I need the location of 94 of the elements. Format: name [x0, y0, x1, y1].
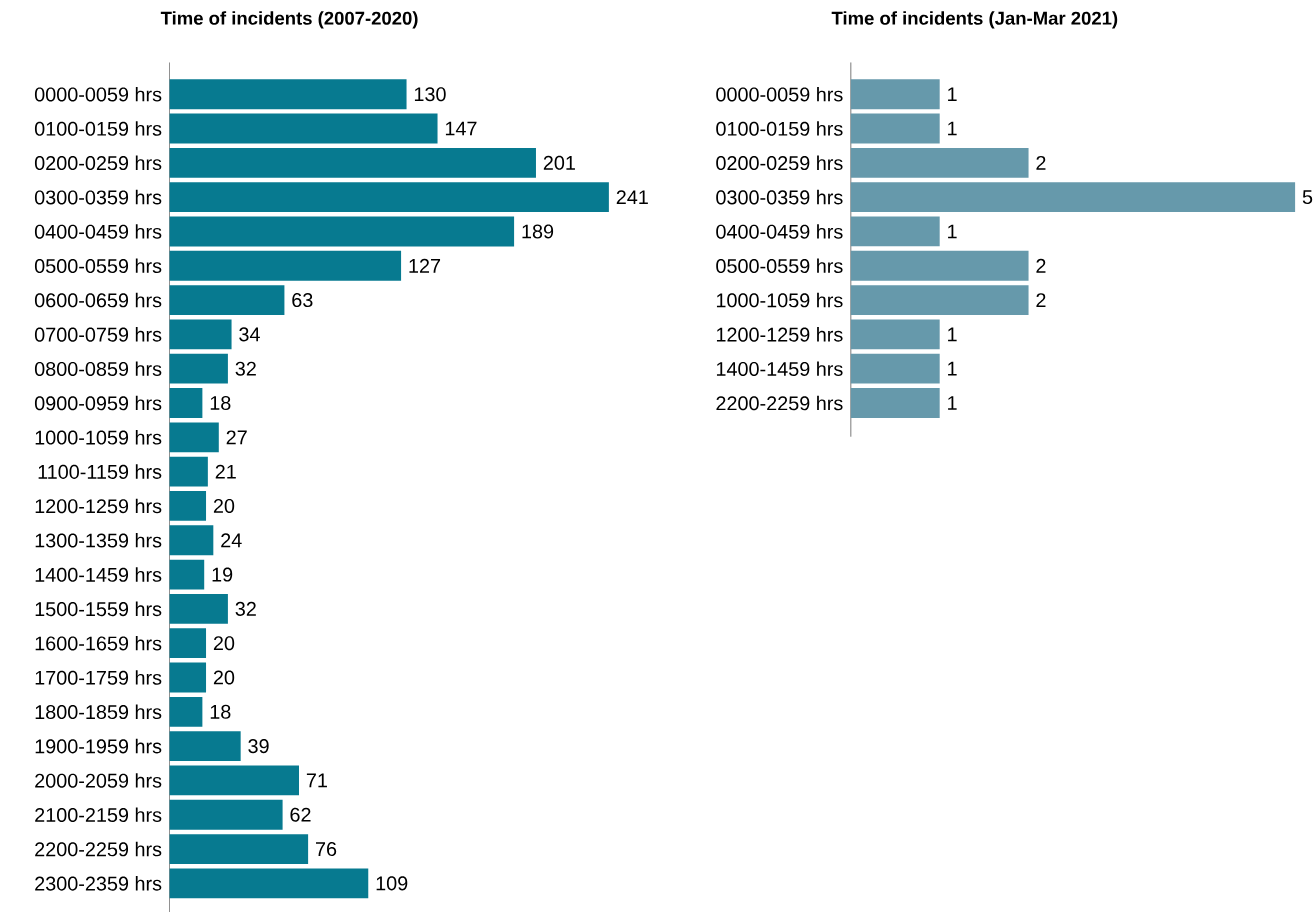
y-tick-label: 2000-2059 hrs: [35, 772, 162, 788]
bar: [169, 799, 283, 830]
y-tick-label: 0100-0159 hrs: [716, 121, 843, 136]
y-tick-label: 1500-1559 hrs: [35, 601, 162, 616]
bar: [169, 147, 536, 178]
data-label: 109: [376, 876, 408, 891]
y-tick-label: 2200-2259 hrs: [35, 841, 162, 857]
data-label: 241: [616, 190, 648, 204]
bar: [169, 456, 208, 487]
bar: [169, 868, 369, 899]
y-tick-label: 0900-0959 hrs: [34, 395, 162, 411]
data-label: 5: [1302, 190, 1313, 204]
y-tick-label: 1900-1959 hrs: [35, 738, 162, 754]
bar: [169, 662, 207, 693]
data-label: 24: [221, 533, 242, 547]
bar: [169, 284, 285, 315]
bar: [169, 525, 214, 555]
y-tick-label: 1200-1259 hrs: [35, 498, 162, 514]
bar: [169, 422, 219, 453]
y-tick-label: 0300-0359 hrs: [34, 189, 162, 205]
y-tick-label: 0500-0559 hrs: [34, 258, 162, 273]
y-tick-label: 1300-1359 hrs: [35, 532, 162, 548]
data-label: 201: [543, 155, 575, 170]
y-tick-label: 0200-0259 hrs: [716, 155, 843, 170]
bar: [169, 353, 228, 384]
bar: [169, 182, 609, 212]
bar: [169, 250, 402, 281]
data-label: 20: [213, 670, 235, 685]
bar: [169, 79, 407, 109]
data-label: 34: [239, 327, 260, 342]
y-tick-label: 0400-0459 hrs: [716, 223, 843, 239]
y-tick-label: 0300-0359 hrs: [716, 189, 843, 205]
y-tick-label: 0200-0259 hrs: [34, 155, 162, 170]
data-label: 20: [213, 635, 235, 651]
data-label: 1: [948, 327, 957, 342]
y-tick-label: 2100-2159 hrs: [35, 807, 162, 822]
bar: [169, 628, 207, 658]
data-label: 18: [210, 704, 231, 719]
data-label: 130: [414, 86, 446, 102]
data-label: 1: [948, 396, 957, 410]
y-tick-label: 1700-1759 hrs: [35, 670, 162, 685]
y-tick-label: 2300-2359 hrs: [35, 875, 162, 891]
data-label: 62: [290, 807, 311, 822]
data-label: 189: [522, 224, 554, 239]
y-tick-label: 1100-1159 hrs: [38, 464, 162, 479]
data-label: 2: [1036, 292, 1046, 307]
data-label: 1: [948, 121, 957, 136]
y-tick-label: 1400-1459 hrs: [35, 567, 162, 582]
data-label: 76: [316, 841, 337, 856]
data-label: 20: [213, 498, 235, 513]
bar: [169, 593, 228, 624]
chart-title: Time of incidents (Jan-Mar 2021): [831, 11, 1118, 29]
data-label: 2: [1036, 155, 1046, 170]
bar: [169, 113, 438, 144]
bar: [169, 216, 515, 247]
bar: [169, 387, 203, 418]
chart-title: Time of incidents (2007-2020): [160, 11, 418, 29]
data-label: 18: [210, 395, 231, 410]
data-label: 32: [235, 601, 256, 616]
data-label: 21: [215, 464, 236, 479]
y-tick-label: 1400-1459 hrs: [716, 361, 843, 376]
y-tick-label: 1000-1059 hrs: [716, 292, 843, 308]
y-tick-label: 0500-0559 hrs: [716, 258, 843, 273]
bar: [169, 696, 203, 727]
y-tick-label: 0400-0459 hrs: [34, 223, 162, 239]
y-tick-label: 0000-0059 hrs: [34, 86, 162, 102]
y-tick-label: 0700-0759 hrs: [34, 326, 162, 342]
data-label: 39: [248, 738, 269, 753]
y-tick-label: 0100-0159 hrs: [34, 121, 162, 136]
y-tick-label: 0000-0059 hrs: [716, 86, 843, 102]
bar: [169, 490, 207, 521]
data-label: 2: [1036, 258, 1046, 273]
data-label: 32: [235, 361, 256, 376]
y-tick-label: 0600-0659 hrs: [34, 292, 162, 308]
y-tick-label: 0800-0859 hrs: [34, 361, 162, 376]
data-label: 1: [948, 361, 957, 376]
data-label: 71: [306, 773, 327, 788]
data-label: 1: [948, 224, 957, 239]
bar: [169, 833, 309, 864]
bar: [169, 765, 299, 796]
data-label: 147: [445, 121, 477, 136]
y-tick-label: 1800-1859 hrs: [35, 704, 162, 719]
data-label: 1: [948, 87, 957, 101]
y-tick-label: 2200-2259 hrs: [716, 395, 843, 411]
y-tick-label: 1600-1659 hrs: [35, 635, 162, 651]
bar: [169, 731, 241, 761]
data-label: 19: [212, 567, 233, 582]
y-tick-label: 1200-1259 hrs: [716, 326, 843, 342]
y-tick-label: 1000-1059 hrs: [35, 429, 162, 445]
bar: [169, 559, 205, 590]
data-label: 27: [226, 430, 247, 445]
data-label: 63: [292, 292, 313, 307]
bar: [169, 319, 232, 350]
data-label: 127: [409, 258, 441, 273]
